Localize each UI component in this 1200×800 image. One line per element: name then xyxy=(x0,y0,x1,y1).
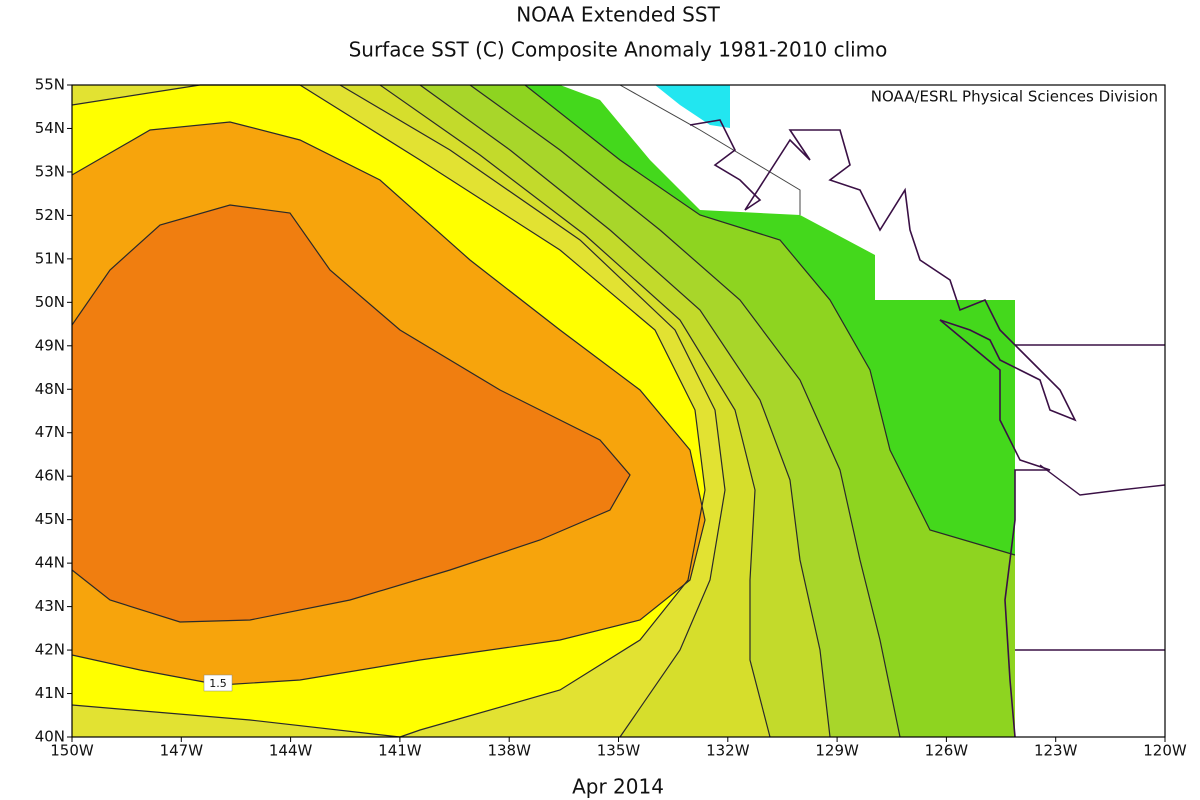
x-tick-label: 123W xyxy=(1034,742,1078,760)
contour-line xyxy=(299,84,706,738)
contour-line xyxy=(339,84,726,738)
contour-line xyxy=(524,84,1016,556)
x-tick-label: 147W xyxy=(160,742,204,760)
y-tick-label: 44N xyxy=(35,554,65,572)
y-tick-label: 54N xyxy=(35,119,65,137)
credit: NOAA/ESRL Physical Sciences Division xyxy=(871,88,1158,106)
x-tick-label: 129W xyxy=(815,742,859,760)
y-tick-label: 41N xyxy=(35,684,65,702)
y-tick-label: 51N xyxy=(35,249,65,267)
x-tick-label: 120W xyxy=(1143,742,1187,760)
y-tick-label: 49N xyxy=(35,336,65,354)
contour-line xyxy=(71,204,631,623)
y-tick-label: 43N xyxy=(35,597,65,615)
x-tick-label: 144W xyxy=(269,742,313,760)
y-tick-label: 40N xyxy=(35,728,65,746)
coastline xyxy=(689,119,1077,738)
x-tick-label: 135W xyxy=(597,742,641,760)
y-tick-label: 47N xyxy=(35,423,65,441)
y-tick-label: 55N xyxy=(35,76,65,94)
y-tick-label: 42N xyxy=(35,641,65,659)
boundary xyxy=(619,84,801,215)
contour-line xyxy=(71,704,401,738)
x-tick-label: 150W xyxy=(50,742,94,760)
y-tick-label: 50N xyxy=(35,293,65,311)
x-tick-label: 132W xyxy=(706,742,750,760)
contour-label-box xyxy=(203,674,233,692)
contour-line xyxy=(71,121,706,686)
ice-patch xyxy=(655,85,730,128)
y-tick-label: 53N xyxy=(35,162,65,180)
subtitle: Surface SST (C) Composite Anomaly 1981-2… xyxy=(349,38,888,62)
land xyxy=(560,85,1165,737)
sst-band xyxy=(72,205,630,622)
title: NOAA Extended SST xyxy=(516,3,720,27)
contour-line xyxy=(469,84,901,738)
y-tick-label: 46N xyxy=(35,467,65,485)
x-tick-label: 141W xyxy=(378,742,422,760)
footer-date: Apr 2014 xyxy=(572,775,664,799)
contour-label: 1.5 xyxy=(209,677,227,690)
contour-line xyxy=(379,84,771,738)
y-tick-label: 48N xyxy=(35,380,65,398)
border xyxy=(1039,464,1166,496)
y-tick-label: 45N xyxy=(35,510,65,528)
x-tick-label: 138W xyxy=(487,742,531,760)
y-tick-label: 52N xyxy=(35,206,65,224)
x-tick-label: 126W xyxy=(925,742,969,760)
contour-line xyxy=(419,84,831,738)
plot-area xyxy=(71,84,1166,738)
